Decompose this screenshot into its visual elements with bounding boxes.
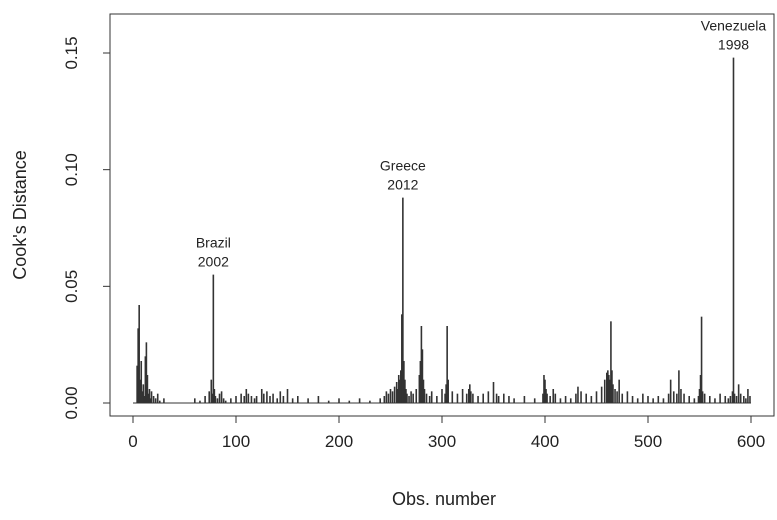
annotations-group: Brazil 2002 Greece 2012 Venezuela 1998 (196, 18, 767, 270)
x-axis-title: Obs. number (392, 489, 496, 509)
x-tick-label: 500 (634, 432, 662, 451)
x-tick-label: 200 (325, 432, 353, 451)
y-tick-label: 0.05 (62, 270, 81, 303)
y-tick-label: 0.10 (62, 153, 81, 186)
x-axis: 0 100 200 300 400 500 600 (128, 415, 765, 451)
annotation-greece-line-2: 2012 (387, 177, 418, 193)
x-tick-label: 400 (531, 432, 559, 451)
y-tick-label: 0.00 (62, 386, 81, 419)
bars-group (133, 57, 751, 404)
annotation-venezuela-line-1: Venezuela (701, 18, 767, 34)
y-axis-title: Cook's Distance (10, 150, 30, 280)
annotation-venezuela-line-2: 1998 (718, 37, 749, 53)
x-tick-label: 100 (222, 432, 250, 451)
plot-frame (109, 13, 775, 417)
annotation-brazil-line-2: 2002 (198, 254, 229, 270)
y-tick-label: 0.15 (62, 36, 81, 69)
x-tick-label: 0 (128, 432, 137, 451)
y-axis: 0.00 0.05 0.10 0.15 (62, 36, 111, 420)
x-tick-label: 300 (428, 432, 456, 451)
x-tick-label: 600 (737, 432, 765, 451)
annotation-greece-line-1: Greece (380, 158, 426, 174)
annotation-brazil-line-1: Brazil (196, 235, 231, 251)
